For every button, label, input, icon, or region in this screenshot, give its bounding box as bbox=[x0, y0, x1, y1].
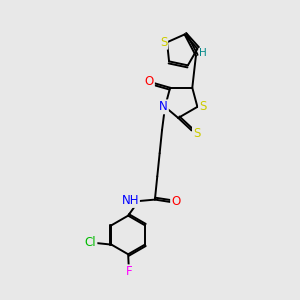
Text: O: O bbox=[171, 196, 180, 208]
Text: F: F bbox=[126, 265, 133, 278]
Text: N: N bbox=[159, 100, 168, 113]
Text: S: S bbox=[193, 127, 200, 140]
Text: S: S bbox=[160, 36, 167, 49]
Text: H: H bbox=[200, 49, 207, 58]
Text: S: S bbox=[199, 100, 206, 113]
Text: O: O bbox=[145, 75, 154, 88]
Text: Cl: Cl bbox=[85, 236, 96, 249]
Text: NH: NH bbox=[122, 194, 139, 207]
